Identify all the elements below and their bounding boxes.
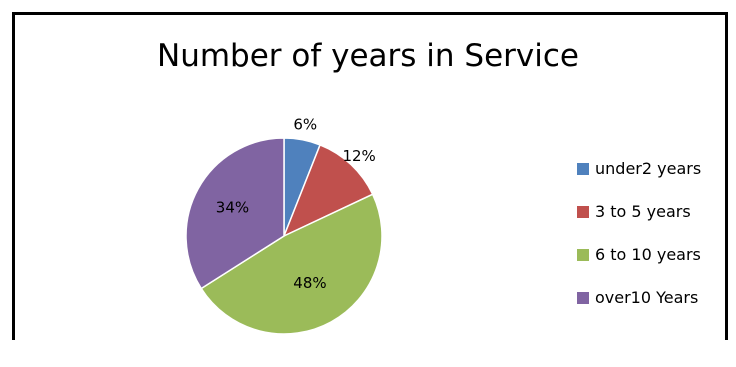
legend-item-3-to-5-years: 3 to 5 years: [577, 201, 701, 222]
slice-label-3-to-5-years: 12%: [342, 147, 375, 165]
legend-swatch: [577, 248, 589, 261]
legend: under2 years 3 to 5 years 6 to 10 years …: [577, 158, 701, 330]
legend-label: under2 years: [595, 159, 702, 178]
legend-label: 6 to 10 years: [595, 245, 701, 264]
legend-label: 3 to 5 years: [595, 202, 691, 221]
chart-title: Number of years in Service: [157, 38, 579, 74]
legend-swatch: [577, 205, 589, 218]
pie-slice-3-to-5-years: [282, 143, 374, 238]
pie-slice-over-10-years: [185, 137, 285, 290]
slice-label-under-2-years: 6%: [293, 115, 317, 133]
legend-item-6-to-10-years: 6 to 10 years: [577, 244, 701, 265]
legend-item-under-2-years: under2 years: [577, 158, 701, 179]
chart-frame: [12, 12, 728, 340]
legend-label: over10 Years: [595, 288, 699, 307]
pie-slice-6-to-10-years: [200, 193, 383, 335]
slice-label-over-10-years: 34%: [216, 199, 249, 217]
legend-item-over-10-years: over10 Years: [577, 287, 701, 308]
legend-swatch: [577, 291, 589, 304]
slice-label-6-to-10-years: 48%: [293, 274, 326, 292]
legend-swatch: [577, 162, 589, 175]
